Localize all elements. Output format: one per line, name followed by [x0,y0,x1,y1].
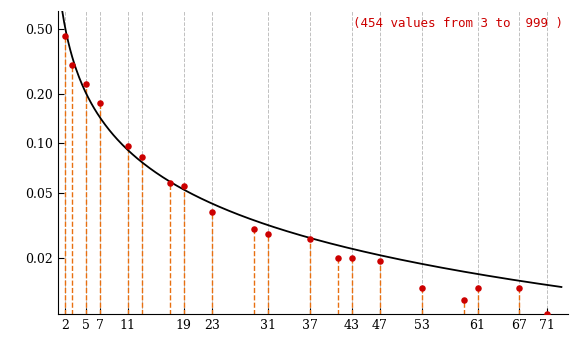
Point [417,285,426,291]
Point [473,285,482,291]
Point [515,285,524,291]
Point [543,311,552,317]
Point [375,258,385,264]
Point [60,33,70,39]
Point [124,144,133,149]
Point [137,154,147,160]
Point [249,226,259,232]
Point [207,209,216,215]
Point [81,81,90,87]
Point [459,297,468,303]
Point [67,62,77,68]
Point [347,255,356,260]
Point [263,231,273,237]
Point [305,236,314,242]
Point [179,183,188,188]
Text: (454 values from 3 to  999 ): (454 values from 3 to 999 ) [353,17,563,30]
Point [165,180,175,186]
Point [95,100,104,105]
Point [333,255,342,260]
